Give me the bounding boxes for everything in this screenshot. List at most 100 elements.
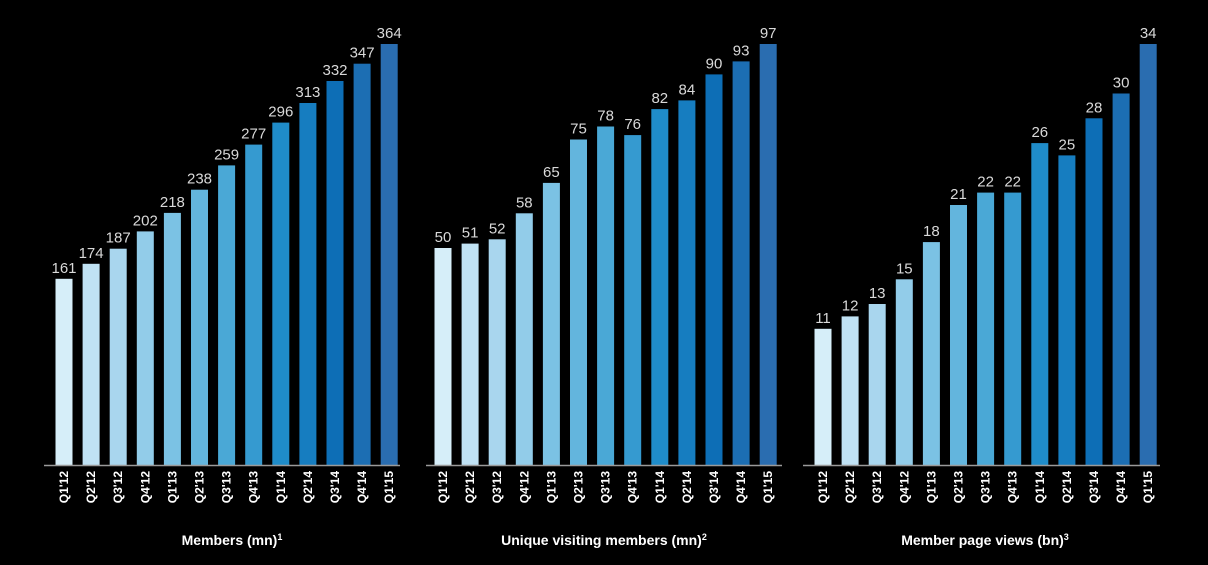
x-tick-label: Q2'14 [301,471,315,504]
footnote-marker: 1 [277,532,282,542]
x-tick-label: Q4'12 [897,471,911,504]
x-tick-label: Q3'14 [328,471,342,504]
x-tick-label: Q2'13 [952,471,966,504]
x-tick-label: Q1'15 [382,471,396,504]
bar-q1-14 [272,122,290,465]
chart-panel-3: 11 Q1'12 12 Q2'12 13 Q3'12 15 Q4'12 18 Q1'13 21 Q2'… [803,25,1160,548]
bar-q3-12 [488,239,506,465]
data-label: 21 [950,186,967,203]
data-label: 58 [516,194,533,211]
data-label: 187 [106,230,131,247]
x-tick-label: Q3'12 [490,471,504,504]
data-label: 97 [760,25,777,42]
bar-q3-14 [326,81,344,465]
data-label: 28 [1086,99,1103,116]
x-tick-label: Q1'12 [436,471,450,504]
bar-q1-15 [1139,44,1157,465]
x-tick-label: Q2'13 [572,471,586,504]
chart-title: Member page views (bn)3 [901,532,1069,548]
x-tick-label: Q3'14 [707,471,721,504]
bar-q1-15 [759,44,777,465]
footnote-marker: 2 [702,532,707,542]
bar-q3-12 [868,304,886,465]
data-label: 75 [570,121,587,138]
data-label: 277 [241,126,266,143]
data-label: 52 [489,220,506,237]
data-label: 202 [133,212,158,229]
chart-panel-2: 50 Q1'12 51 Q2'12 52 Q3'12 58 Q4'12 65 Q1'13 75 Q2'… [426,25,782,548]
data-label: 259 [214,146,239,163]
data-label: 84 [679,81,696,98]
data-label: 34 [1140,25,1157,42]
data-label: 76 [624,116,641,133]
data-label: 161 [51,260,76,277]
bar-q3-13 [597,126,615,465]
x-tick-label: Q1'13 [924,471,938,504]
x-tick-label: Q1'15 [761,471,775,504]
bar-q2-14 [678,100,696,466]
bar-q4-12 [136,231,154,465]
data-label: 22 [977,174,994,191]
data-label: 11 [815,310,831,327]
data-label: 65 [543,164,560,181]
x-tick-label: Q3'13 [599,471,613,504]
x-tick-label: Q4'12 [138,471,152,504]
x-tick-label: Q3'12 [111,471,125,504]
x-tick-label: Q3'13 [979,471,993,504]
bar-q3-14 [705,74,723,466]
data-label: 12 [842,297,859,314]
data-label: 26 [1031,124,1048,141]
data-label: 22 [1004,174,1021,191]
bar-q1-14 [651,109,669,465]
data-label: 218 [160,194,185,211]
data-label: 332 [322,62,347,79]
data-label: 347 [350,45,375,62]
bar-q4-13 [1004,192,1022,465]
bar-q4-14 [732,61,750,466]
bar-q2-12 [461,243,479,465]
data-label: 51 [462,225,479,242]
x-tick-label: Q3'13 [220,471,234,504]
data-label: 364 [377,25,402,42]
bar-q3-12 [109,248,127,465]
bar-q4-14 [353,63,371,465]
x-tick-label: Q1'14 [274,471,288,504]
bar-q2-14 [299,103,317,465]
x-tick-label: Q2'13 [193,471,207,504]
x-tick-label: Q1'12 [816,471,830,504]
bar-q3-13 [977,192,995,465]
data-label: 174 [79,245,104,262]
data-label: 25 [1059,136,1076,153]
x-tick-label: Q4'13 [1006,471,1020,504]
chart-title: Members (mn)1 [182,532,283,548]
x-tick-label: Q3'12 [870,471,884,504]
data-label: 238 [187,171,212,188]
data-label: 90 [706,55,723,72]
bar-q1-12 [55,278,73,465]
x-tick-label: Q2'12 [463,471,477,504]
x-tick-label: Q4'13 [626,471,640,504]
data-label: 13 [869,285,886,302]
x-tick-label: Q2'14 [680,471,694,504]
bar-q3-13 [218,165,236,465]
bar-q3-14 [1085,118,1103,466]
x-tick-label: Q3'14 [1087,471,1101,504]
footnote-marker: 3 [1064,532,1069,542]
bar-q2-14 [1058,155,1076,465]
chart-panel-1: 161 Q1'12 174 Q2'12 187 Q3'12 202 Q4'12 218 Q1'13… [44,25,402,548]
bar-q4-13 [245,144,263,465]
x-tick-label: Q1'12 [57,471,71,504]
bar-q1-13 [922,242,940,465]
data-label: 296 [268,104,293,121]
bar-q4-13 [624,135,642,465]
x-tick-label: Q4'14 [355,471,369,504]
bar-q1-14 [1031,143,1049,465]
data-label: 313 [295,84,320,101]
x-tick-label: Q2'12 [84,471,98,504]
x-tick-label: Q1'13 [544,471,558,504]
bar-q4-14 [1112,93,1130,465]
x-tick-label: Q2'12 [843,471,857,504]
x-tick-label: Q4'12 [517,471,531,504]
x-tick-label: Q1'15 [1141,471,1155,504]
data-label: 18 [923,223,940,240]
